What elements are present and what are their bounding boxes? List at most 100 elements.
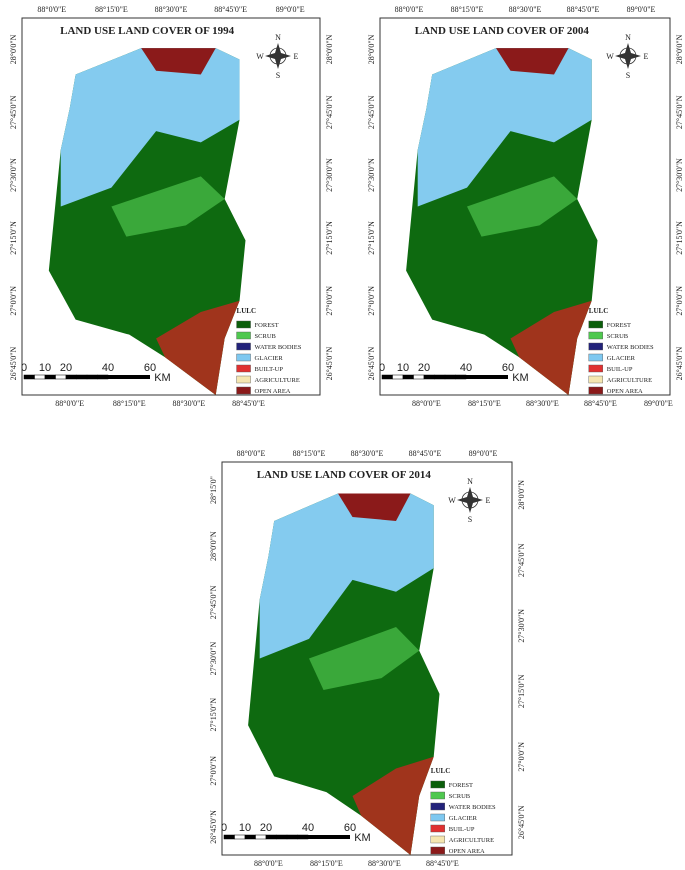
left-coordinate: 27°15'0"N — [9, 221, 18, 255]
bottom-coordinate: 88°0'0"E — [254, 859, 283, 868]
scale-segment — [23, 374, 35, 380]
legend-label: FOREST — [255, 322, 279, 329]
top-coordinate: 88°45'0"E — [567, 5, 600, 14]
top-coordinate: 88°30'0"E — [155, 5, 188, 14]
compass-ring — [619, 47, 637, 65]
scale-segment — [223, 834, 235, 840]
bottom-coordinate: 88°30'0"E — [368, 859, 401, 868]
glacier-area — [259, 493, 434, 659]
compass-rose — [457, 487, 483, 513]
compass-e: E — [644, 52, 649, 61]
left-coordinate: 27°0'0"N — [9, 286, 18, 316]
compass-n: N — [275, 33, 281, 42]
right-coordinate: 27°0'0"N — [675, 286, 684, 316]
legend-label: BUILT-UP — [255, 366, 284, 373]
scale-segment — [392, 374, 404, 380]
scale-label: 0 — [379, 362, 385, 374]
legend-swatch — [236, 320, 251, 329]
left-coordinate: 27°45'0"N — [9, 95, 18, 129]
legend-swatch — [430, 802, 445, 811]
right-coordinate: 27°30'0"N — [675, 158, 684, 192]
map-title: LAND USE LAND COVER OF 2014 — [257, 469, 432, 481]
top-coordinate: 89°0'0"E — [469, 449, 498, 458]
scrub-area — [309, 627, 420, 690]
top-coordinate: 88°30'0"E — [351, 449, 384, 458]
legend-swatch — [236, 386, 251, 395]
scale-label: 40 — [302, 822, 314, 834]
legend-swatch — [430, 791, 445, 800]
glacier-area — [417, 48, 592, 207]
scale-label: 10 — [397, 362, 409, 374]
top-coordinate: 88°15'0"E — [95, 5, 128, 14]
right-coordinate: 27°15'0"N — [675, 221, 684, 255]
glacier-area — [60, 48, 240, 207]
left-coordinate: 27°30'0"N — [367, 158, 376, 192]
legend-swatch — [588, 386, 603, 395]
scale-label: 0 — [221, 822, 227, 834]
top-coordinate: 88°45'0"E — [214, 5, 247, 14]
left-coordinate: 26°45'0"N — [209, 810, 218, 844]
top-coordinate: 88°15'0"E — [293, 449, 326, 458]
right-coordinate: 26°45'0"N — [325, 347, 334, 381]
left-coordinate: 28°0'0"N — [9, 34, 18, 64]
legend-swatch — [430, 846, 445, 855]
compass-rose — [265, 43, 291, 69]
scale-label: 40 — [460, 362, 472, 374]
legend-label: WATER BODIES — [449, 804, 496, 811]
legend-label: SCRUB — [449, 793, 471, 800]
legend-label: WATER BODIES — [607, 344, 654, 351]
scale-label: 20 — [418, 362, 430, 374]
compass-w: W — [606, 52, 614, 61]
compass-s: S — [468, 515, 472, 524]
legend-swatch — [236, 364, 251, 373]
legend-label: GLACIER — [607, 355, 636, 362]
top-coordinate: 88°15'0"E — [451, 5, 484, 14]
compass-e: E — [486, 496, 491, 505]
legend-swatch — [430, 813, 445, 822]
right-coordinate: 27°0'0"N — [325, 286, 334, 316]
legend-label: GLACIER — [449, 815, 478, 822]
scale-label: 60 — [502, 362, 514, 374]
legend-label: OPEN AREA — [255, 388, 291, 395]
left-coordinate: 27°0'0"N — [367, 286, 376, 316]
left-coordinate: 27°30'0"N — [209, 641, 218, 675]
map-panel: LAND USE LAND COVER OF 2014 N S E W 88°0'0"E 8… — [209, 449, 526, 868]
scale-segment — [381, 374, 393, 380]
legend-swatch — [588, 364, 603, 373]
legend-label: SCRUB — [607, 333, 629, 340]
legend-swatch — [236, 342, 251, 351]
scale-segment — [234, 834, 246, 840]
legend-label: AGRICULTURE — [607, 377, 652, 384]
top-coordinate: 89°0'0"E — [276, 5, 305, 14]
legend-label: FOREST — [607, 322, 631, 329]
top-coordinate: 88°0'0"E — [237, 449, 266, 458]
scale-segment — [108, 375, 150, 379]
legend-swatch — [430, 824, 445, 833]
bottom-coordinate: 88°15'0"E — [310, 859, 343, 868]
right-coordinate: 27°0'0"N — [517, 742, 526, 772]
legend-title: LULC — [431, 767, 450, 775]
scale-label: 60 — [144, 362, 156, 374]
scale-segment — [44, 374, 56, 380]
map-panel: LAND USE LAND COVER OF 2004 N S E W 88°0'0"E 8… — [367, 5, 684, 408]
legend-label: OPEN AREA — [607, 388, 643, 395]
legend-swatch — [430, 835, 445, 844]
legend-swatch — [588, 375, 603, 384]
right-coordinate: 27°45'0"N — [517, 543, 526, 577]
legend-label: AGRICULTURE — [255, 377, 300, 384]
left-coordinate: 27°15'0"N — [209, 698, 218, 732]
compass-s: S — [626, 71, 630, 80]
right-coordinate: 27°45'0"N — [325, 95, 334, 129]
bottom-coordinate: 88°45'0"E — [584, 399, 617, 408]
scale-label: 20 — [60, 362, 72, 374]
scale-segment — [255, 834, 267, 840]
scale-label: 60 — [344, 822, 356, 834]
bottom-coordinate: 89°0'0"E — [644, 399, 673, 408]
scale-label: 20 — [260, 822, 272, 834]
legend-swatch — [588, 320, 603, 329]
legend-swatch — [236, 331, 251, 340]
bottom-coordinate: 88°45'0"E — [232, 399, 265, 408]
bottom-coordinate: 88°30'0"E — [526, 399, 559, 408]
